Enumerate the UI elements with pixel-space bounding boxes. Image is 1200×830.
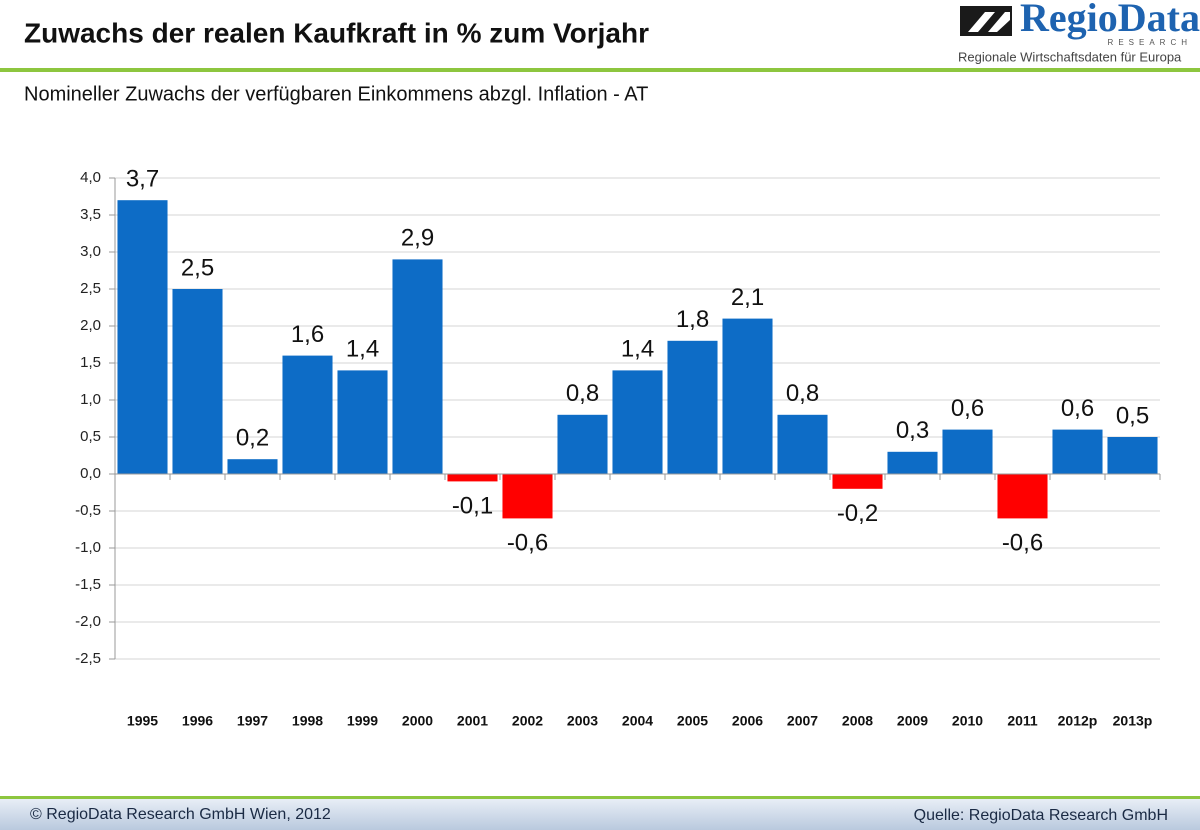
data-label: 1,4 — [346, 336, 379, 363]
bar — [447, 474, 498, 482]
bar — [392, 259, 443, 474]
bar — [172, 289, 223, 474]
data-label: 2,1 — [731, 284, 764, 311]
data-label: 3,7 — [126, 166, 159, 193]
bar — [612, 370, 663, 474]
data-label: 0,3 — [896, 417, 929, 444]
footer-rule — [0, 796, 1200, 799]
x-tick-label: 2000 — [402, 713, 433, 729]
bar — [557, 414, 608, 474]
data-label: 0,8 — [786, 380, 819, 407]
y-tick-label: 3,0 — [80, 243, 101, 260]
bar — [502, 474, 553, 519]
y-tick-label: 3,5 — [80, 206, 101, 223]
x-tick-label: 2008 — [842, 713, 873, 729]
y-tick-label: -2,5 — [75, 650, 101, 667]
bar — [942, 429, 993, 474]
bar — [722, 318, 773, 474]
x-tick-label: 1997 — [237, 713, 268, 729]
y-tick-label: 0,0 — [80, 465, 101, 482]
data-label: 1,8 — [676, 306, 709, 333]
data-label: -0,1 — [452, 493, 493, 520]
y-tick-label: 2,5 — [80, 280, 101, 297]
y-tick-label: 1,0 — [80, 391, 101, 408]
bar — [777, 414, 828, 474]
x-tick-label: 1999 — [347, 713, 378, 729]
data-label: 2,5 — [181, 254, 214, 281]
data-label: 0,6 — [951, 395, 984, 422]
bar — [337, 370, 388, 474]
y-tick-label: 1,5 — [80, 354, 101, 371]
data-label: 0,2 — [236, 425, 269, 452]
x-tick-label: 2002 — [512, 713, 543, 729]
bar — [1052, 429, 1103, 474]
footer-right: Quelle: RegioData Research GmbH — [914, 807, 1168, 824]
y-tick-label: 2,0 — [80, 317, 101, 334]
footer-left: © RegioData Research GmbH Wien, 2012 — [30, 806, 331, 823]
bar — [1107, 437, 1158, 474]
y-tick-label: -0,5 — [75, 502, 101, 519]
data-label: -0,6 — [1002, 530, 1043, 557]
data-label: 1,6 — [291, 321, 324, 348]
bar — [117, 200, 168, 474]
x-tick-label: 2003 — [567, 713, 598, 729]
data-label: -0,2 — [837, 500, 878, 527]
logo-sub: RESEARCH — [1108, 38, 1192, 47]
x-tick-label: 2005 — [677, 713, 708, 729]
bar — [667, 340, 718, 474]
y-tick-label: 4,0 — [80, 169, 101, 186]
data-label: 0,6 — [1061, 395, 1094, 422]
data-label: -0,6 — [507, 530, 548, 557]
x-tick-label: 2013p — [1113, 713, 1153, 729]
bar — [227, 459, 278, 474]
logo-icon-mark — [968, 12, 1010, 32]
x-tick-label: 2011 — [1007, 713, 1038, 729]
data-label: 1,4 — [621, 336, 654, 363]
data-label: 2,9 — [401, 225, 434, 252]
bar — [997, 474, 1048, 519]
x-tick-label: 2007 — [787, 713, 818, 729]
title: Zuwachs der realen Kaufkraft in % zum Vo… — [24, 17, 649, 48]
x-tick-label: 2010 — [952, 713, 983, 729]
logo: RegioData RESEARCH Regionale Wirtschafts… — [958, 0, 1200, 64]
x-tick-label: 2009 — [897, 713, 928, 729]
x-tick-label: 1995 — [127, 713, 158, 729]
x-tick-label: 1996 — [182, 713, 213, 729]
logo-tagline: Regionale Wirtschaftsdaten für Europa — [958, 49, 1182, 64]
bar — [832, 474, 883, 489]
logo-name: RegioData — [1020, 0, 1200, 40]
x-tick-label: 2004 — [622, 713, 653, 729]
y-tick-label: -1,5 — [75, 576, 101, 593]
x-tick-label: 2001 — [457, 713, 488, 729]
y-tick-label: -1,0 — [75, 539, 101, 556]
bar — [887, 451, 938, 474]
x-tick-label: 2012p — [1058, 713, 1098, 729]
data-label: 0,5 — [1116, 402, 1149, 429]
footer-band — [0, 799, 1200, 830]
subtitle: Nomineller Zuwachs der verfügbaren Einko… — [24, 83, 648, 105]
bar — [282, 355, 333, 474]
x-tick-label: 1998 — [292, 713, 323, 729]
y-tick-label: -2,0 — [75, 613, 101, 630]
data-label: 0,8 — [566, 380, 599, 407]
x-tick-label: 2006 — [732, 713, 763, 729]
y-tick-label: 0,5 — [80, 428, 101, 445]
header-rule — [0, 68, 1200, 72]
